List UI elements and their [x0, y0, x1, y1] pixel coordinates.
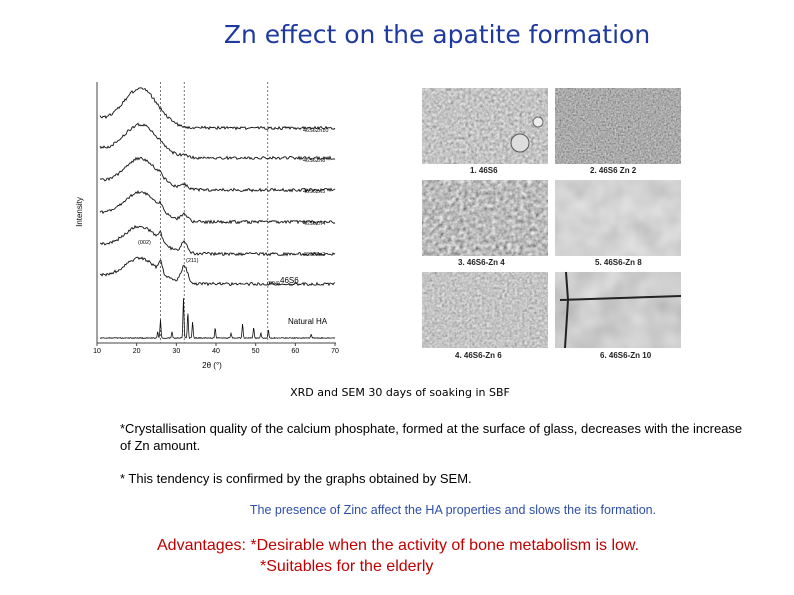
sem-crack [559, 271, 682, 349]
curve-label: 46S6Zn2 [303, 252, 325, 258]
sem-caption: 3. 46S6-Zn 4 [458, 258, 505, 267]
conclusion: The presence of Zinc affect the HA prope… [249, 503, 657, 517]
sem-caption: 1. 46S6 [470, 166, 498, 175]
x-tick-label: 70 [331, 348, 339, 355]
sem-image [555, 180, 681, 256]
title: Zn effect on the apatite formation [223, 20, 651, 49]
sem-image [422, 180, 548, 256]
sem-caption: 5. 46S6-Zn 8 [595, 258, 642, 267]
xrd-trace [99, 256, 336, 287]
sem-image [422, 272, 548, 348]
curve-label: Natural HA [288, 317, 328, 326]
figure-caption: XRD and SEM 30 days of soaking in SBF [290, 386, 510, 399]
sem-caption: 6. 46S6-Zn 10 [600, 351, 652, 360]
sem-caption: 4. 46S6-Zn 6 [455, 351, 502, 360]
sem-particle [532, 116, 544, 128]
x-tick-label: 10 [93, 348, 101, 355]
xrd-trace [99, 298, 336, 340]
x-tick-label: 20 [133, 348, 141, 355]
curve-label: 46S6Zn5 [303, 189, 325, 195]
peak-label: (211) [186, 258, 199, 264]
paragraph: * This tendency is confirmed by the grap… [120, 471, 472, 486]
curve-label: 46S6Zn8 [303, 158, 325, 164]
xrd-trace [99, 87, 336, 131]
advantage: Advantages: *Desirable when the activity… [157, 537, 640, 554]
peak-label: (004) [267, 281, 280, 287]
curve-label: 46S6Zn10 [303, 128, 328, 134]
sem-image [555, 272, 681, 348]
y-axis-label: Intensity [75, 197, 84, 227]
sem-caption: 2. 46S6 Zn 2 [590, 166, 637, 175]
xrd-trace [99, 122, 336, 161]
xrd-trace [99, 156, 336, 193]
sem-image [422, 88, 548, 164]
x-tick-label: 50 [252, 348, 260, 355]
sem-image [555, 88, 681, 164]
x-tick-label: 60 [291, 348, 299, 355]
xrd-trace [99, 224, 336, 257]
advantage: *Suitables for the elderly [260, 558, 434, 575]
curve-label: 46S6 [280, 276, 299, 285]
xrd-trace [99, 190, 336, 225]
figures: Intensity 2θ (°) 10 20 30 40 50 60 70 46S6Zn10 4… [75, 82, 682, 370]
curve-label: 46S6Zn4 [303, 221, 325, 227]
sem-particle [510, 133, 530, 153]
x-axis-label: 2θ (°) [202, 361, 222, 370]
x-tick-label: 30 [172, 348, 180, 355]
paragraph: *Crystallisation quality of the calcium … [120, 421, 743, 453]
peak-label: (002) [138, 240, 151, 246]
x-tick-label: 40 [212, 348, 220, 355]
